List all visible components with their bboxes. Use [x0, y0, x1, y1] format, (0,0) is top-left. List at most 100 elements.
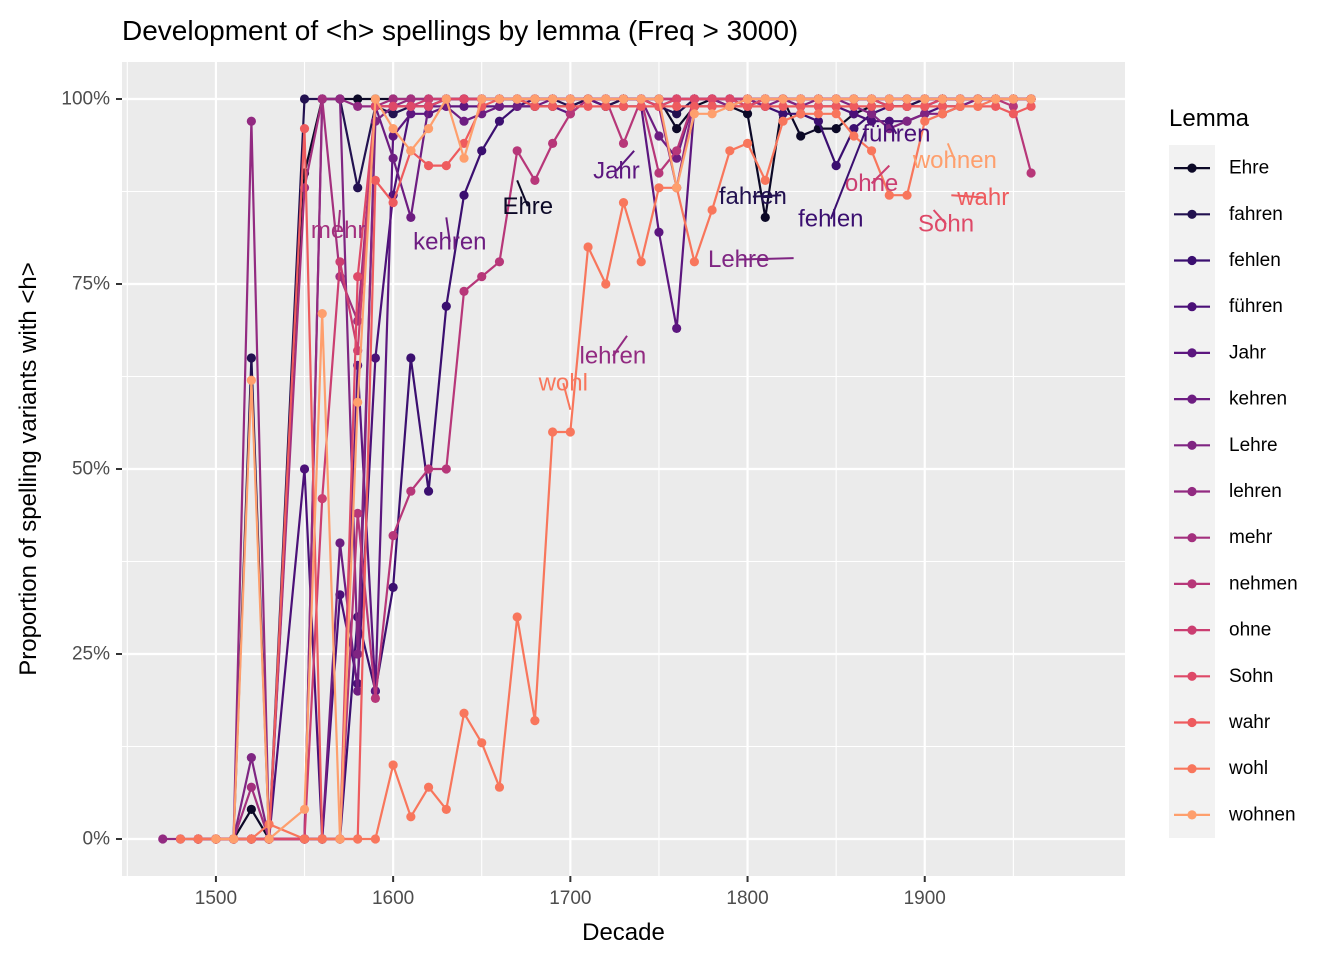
data-point [406, 94, 416, 104]
data-point [370, 175, 381, 185]
x-tick-label: 1800 [726, 888, 768, 909]
data-point [388, 198, 398, 208]
legend-label: mehr [1229, 527, 1273, 548]
data-point [796, 94, 806, 104]
legend-item-ohne: ohne [1174, 620, 1271, 641]
data-point [991, 101, 1001, 111]
data-point [477, 738, 487, 748]
legend-label: führen [1229, 296, 1283, 317]
data-point [636, 94, 646, 104]
data-point [796, 109, 806, 119]
data-point [672, 109, 682, 119]
data-point [353, 686, 363, 696]
series-label: führen [862, 120, 930, 147]
legend-title: Lemma [1169, 105, 1250, 132]
data-point [388, 109, 398, 119]
data-point [317, 834, 327, 844]
data-point [1008, 94, 1018, 104]
data-point [778, 94, 788, 104]
data-point [920, 109, 930, 119]
data-point [742, 109, 753, 119]
data-point [778, 101, 788, 111]
data-point [654, 131, 664, 141]
data-point [654, 183, 664, 193]
data-point [548, 138, 558, 148]
data-point [618, 138, 629, 148]
data-point [849, 94, 859, 104]
label-leader-line [445, 217, 451, 242]
label-leader-line [738, 257, 794, 261]
data-point [937, 101, 948, 111]
series-label: mehr [311, 217, 366, 244]
data-point [335, 257, 345, 267]
legend-key-point [1187, 209, 1197, 219]
data-point [246, 834, 256, 844]
label-leader-line [946, 143, 956, 161]
data-point [335, 538, 345, 548]
legend: Lemma Ehre fahren fehlen führen Jahr kehren Le… [1169, 105, 1298, 838]
legend-item-fahren: fahren [1174, 204, 1283, 225]
series-label: Ehre [502, 193, 553, 220]
series-end-label: Ehre [502, 180, 553, 220]
data-point [583, 242, 593, 252]
series-label: wohnen [912, 147, 997, 174]
data-point [565, 109, 575, 119]
legend-item-nehmen: nehmen [1174, 573, 1298, 594]
y-tick-label: 50% [72, 459, 110, 480]
series-label: fehlen [798, 205, 863, 232]
data-point [388, 531, 398, 541]
data-point [1008, 109, 1018, 119]
data-point [388, 101, 398, 111]
data-point [796, 131, 806, 141]
series-end-label: mehr [311, 209, 366, 244]
legend-item-lehren: lehren [1174, 481, 1282, 502]
legend-key-point [1187, 486, 1197, 497]
data-point [548, 94, 558, 104]
label-leader-line [932, 209, 947, 225]
series-label: wahr [956, 184, 1009, 211]
label-leader-line [870, 164, 891, 185]
series-end-label: ohne [845, 164, 898, 197]
legend-item-sohn: Sohn [1174, 666, 1273, 687]
data-point [866, 146, 877, 156]
series-end-label: fehlen [798, 128, 868, 232]
y-tick-label: 100% [61, 89, 110, 110]
y-tick-label: 25% [72, 644, 110, 665]
data-point [423, 782, 434, 792]
data-point [760, 101, 770, 111]
legend-key-point [1187, 671, 1197, 681]
data-point [353, 834, 363, 844]
data-point [423, 464, 434, 474]
data-point [601, 279, 611, 289]
data-point [388, 153, 398, 163]
data-point [353, 272, 363, 282]
legend-label: wohl [1228, 758, 1268, 779]
legend-key-point [1187, 255, 1197, 266]
data-point [742, 138, 753, 148]
data-point [902, 101, 912, 111]
data-point [494, 782, 505, 792]
data-point [459, 94, 469, 104]
data-point [406, 109, 416, 119]
label-leader-line [337, 209, 341, 231]
data-point [388, 760, 398, 770]
data-point [849, 131, 859, 141]
data-point [618, 94, 629, 104]
legend-item-wahr: wahr [1174, 712, 1271, 733]
data-point [937, 94, 948, 104]
data-point [299, 94, 310, 104]
series-end-label: Lehre [708, 246, 794, 273]
legend-label: fehlen [1229, 250, 1281, 271]
data-point [902, 190, 912, 200]
label-leader-line [615, 150, 635, 172]
data-point [459, 101, 469, 111]
y-axis: 0% 25% 50% 75% 100% [61, 89, 122, 850]
data-point [530, 94, 540, 104]
data-point [973, 94, 983, 104]
legend-label: Ehre [1229, 158, 1269, 179]
legend-item-lehre: Lehre [1174, 435, 1278, 456]
data-point [689, 101, 699, 111]
data-point [849, 124, 859, 134]
data-point [406, 146, 416, 156]
